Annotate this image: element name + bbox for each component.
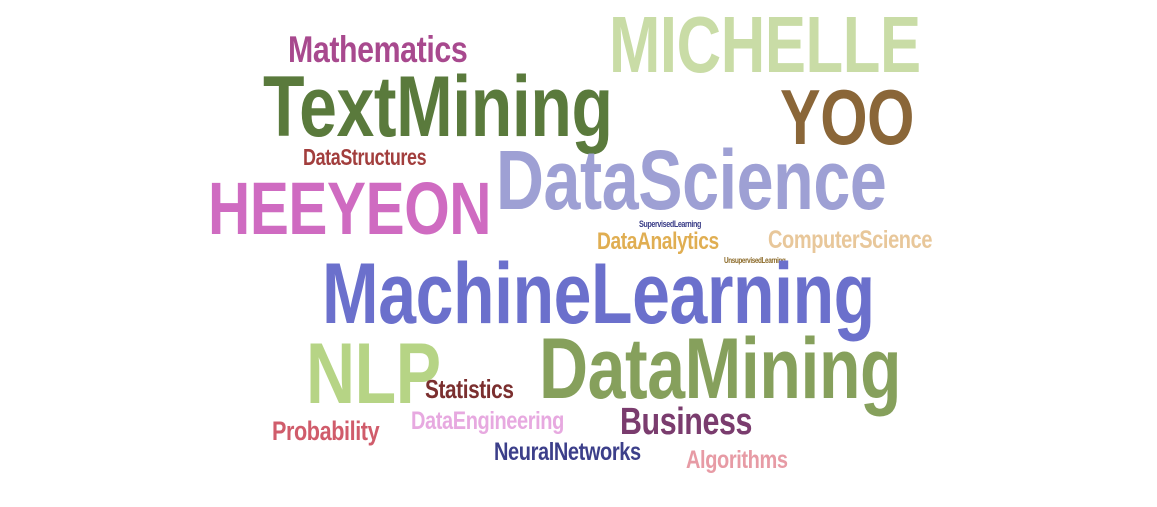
word-nlp: NLP [306,326,441,422]
word-textmining: TextMining [263,59,613,155]
word-datastructures: DataStructures [303,144,427,170]
word-michelle: MICHELLE [609,0,921,89]
word-supervisedlearning: SupervisedLearning [639,219,702,229]
word-computerscience: ComputerScience [768,226,933,254]
word-datascience: DataScience [496,133,887,227]
word-heeyeon: HEEYEON [208,167,492,250]
word-yoo: YOO [780,73,915,161]
word-probability: Probability [272,416,380,446]
word-algorithms: Algorithms [686,446,788,474]
word-statistics: Statistics [425,374,514,404]
word-dataanalytics: DataAnalytics [597,228,719,255]
word-unsupervisedlearning: UnsupervisedLearning [724,256,786,265]
word-machinelearning: MachineLearning [322,246,875,342]
word-neuralnetworks: NeuralNetworks [494,438,641,466]
word-datamining: DataMining [539,321,902,417]
word-business: Business [620,401,752,443]
word-dataengineering: DataEngineering [411,407,564,435]
word-mathematics: Mathematics [288,29,468,70]
